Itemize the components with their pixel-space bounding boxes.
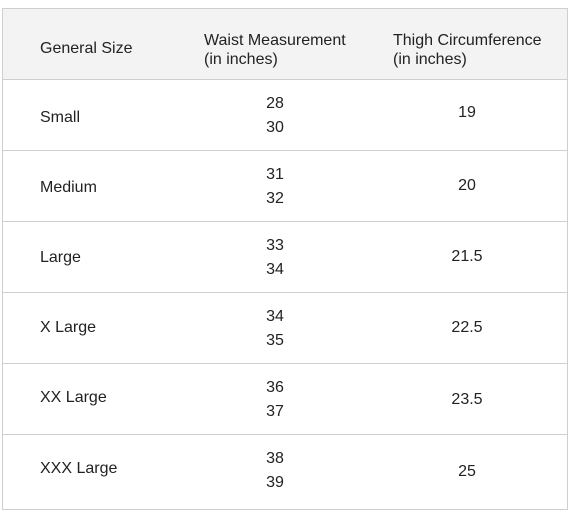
waist-value-max: 34 [266, 261, 284, 278]
row-size-label: Large [40, 249, 81, 266]
row-waist-values: 34 35 [235, 305, 315, 353]
row-waist-values: 33 34 [235, 234, 315, 282]
table-row: XXX Large 38 39 25 [3, 435, 567, 506]
header-thigh-unit: (in inches) [393, 51, 467, 68]
row-thigh-value: 19 [458, 104, 476, 121]
header-thigh-label: Thigh Circumference [393, 32, 542, 49]
header-waist-measurement: Waist Measurement (in inches) [204, 31, 346, 69]
waist-value-min: 31 [266, 166, 284, 183]
row-size-label: Small [40, 109, 81, 126]
header-general-size: General Size [40, 40, 133, 57]
waist-value-min: 38 [266, 450, 284, 467]
row-size-label: XX Large [40, 389, 107, 406]
row-thigh-value: 23.5 [451, 391, 483, 408]
table-row: Medium 31 32 20 [3, 151, 567, 222]
header-thigh-circumference: Thigh Circumference (in inches) [393, 31, 542, 69]
row-thigh-value: 25 [458, 463, 476, 480]
row-thigh-value: 22.5 [451, 319, 483, 336]
row-size-label: XXX Large [40, 460, 118, 477]
waist-value-min: 36 [266, 379, 284, 396]
table-row: Large 33 34 21.5 [3, 222, 567, 293]
row-size-label: X Large [40, 319, 97, 336]
waist-value-min: 28 [266, 95, 284, 112]
table-row: Small 28 30 19 [3, 80, 567, 151]
row-size-label: Medium [40, 179, 97, 196]
size-chart-table: General Size Waist Measurement (in inche… [2, 8, 568, 510]
row-waist-values: 28 30 [235, 92, 315, 140]
row-waist-values: 31 32 [235, 163, 315, 211]
waist-value-max: 37 [266, 403, 284, 420]
row-waist-values: 36 37 [235, 376, 315, 424]
row-thigh-value: 20 [458, 177, 476, 194]
waist-value-min: 34 [266, 308, 284, 325]
table-row: X Large 34 35 22.5 [3, 293, 567, 364]
table-row: XX Large 36 37 23.5 [3, 364, 567, 435]
waist-value-max: 39 [266, 474, 284, 491]
waist-value-max: 32 [266, 190, 284, 207]
row-thigh-value: 21.5 [451, 248, 483, 265]
waist-value-max: 30 [266, 119, 284, 136]
header-waist-label: Waist Measurement [204, 32, 346, 49]
header-waist-unit: (in inches) [204, 51, 278, 68]
table-header-row: General Size Waist Measurement (in inche… [3, 9, 567, 80]
row-waist-values: 38 39 [235, 447, 315, 495]
waist-value-min: 33 [266, 237, 284, 254]
waist-value-max: 35 [266, 332, 284, 349]
